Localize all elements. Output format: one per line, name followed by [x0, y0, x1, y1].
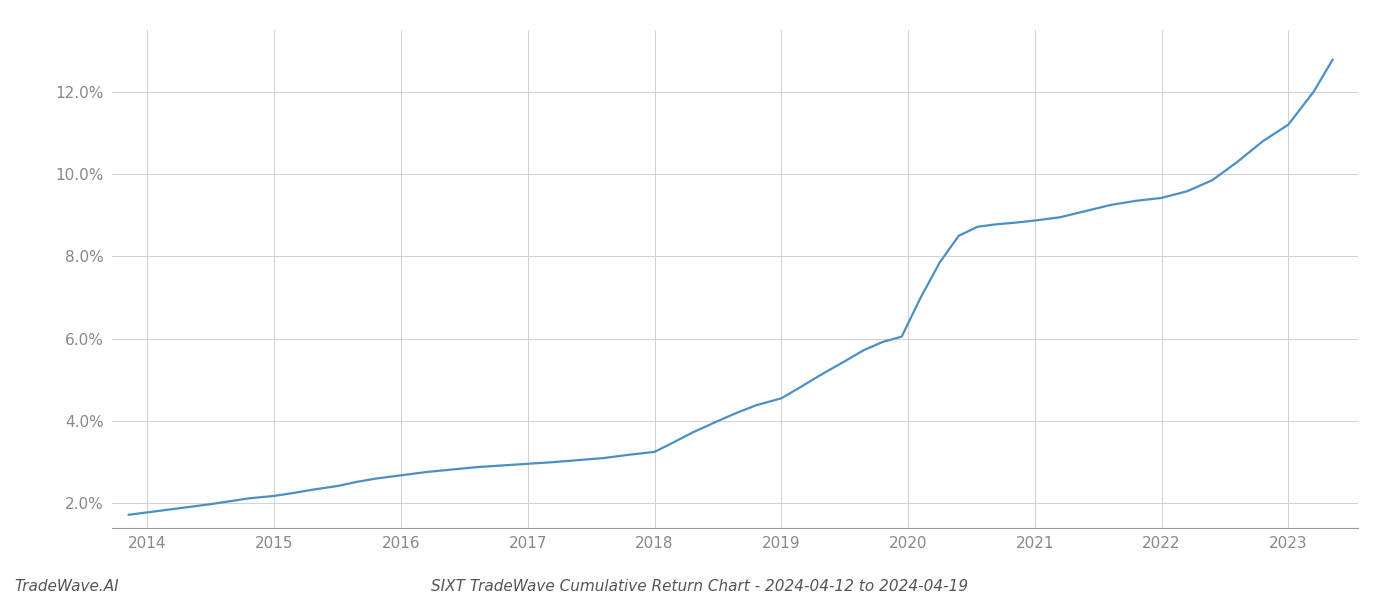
Text: TradeWave.AI: TradeWave.AI [14, 579, 119, 594]
Text: SIXT TradeWave Cumulative Return Chart - 2024-04-12 to 2024-04-19: SIXT TradeWave Cumulative Return Chart -… [431, 579, 969, 594]
